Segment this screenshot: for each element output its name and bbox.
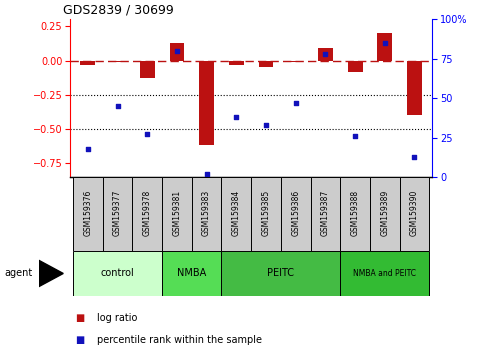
Bar: [222, 251, 340, 296]
Bar: [140, 61, 155, 78]
Text: GSM159376: GSM159376: [84, 189, 92, 236]
Text: GSM159388: GSM159388: [351, 190, 359, 236]
Point: [84, 146, 92, 152]
Text: control: control: [100, 268, 134, 279]
Text: log ratio: log ratio: [97, 313, 137, 323]
Text: percentile rank within the sample: percentile rank within the sample: [97, 335, 262, 344]
Bar: [110, 61, 125, 62]
Text: PEITC: PEITC: [268, 268, 294, 279]
Bar: [199, 61, 214, 145]
Bar: [399, 177, 429, 251]
Text: NMBA: NMBA: [177, 268, 206, 279]
Point: [351, 133, 359, 139]
Bar: [281, 177, 311, 251]
Bar: [370, 177, 399, 251]
Bar: [229, 61, 244, 65]
Point: [114, 103, 121, 109]
Text: GSM159378: GSM159378: [143, 189, 152, 236]
Point: [173, 48, 181, 54]
Bar: [258, 61, 273, 67]
Bar: [251, 177, 281, 251]
Point: [381, 40, 389, 46]
Text: GSM159389: GSM159389: [380, 189, 389, 236]
Bar: [222, 177, 251, 251]
Point: [143, 132, 151, 137]
Point: [203, 171, 211, 177]
Point: [411, 154, 418, 159]
Point: [262, 122, 270, 128]
Bar: [132, 177, 162, 251]
Bar: [311, 177, 340, 251]
Point: [322, 51, 329, 57]
Text: GSM159384: GSM159384: [232, 189, 241, 236]
Bar: [407, 61, 422, 115]
Bar: [73, 177, 103, 251]
Text: GSM159381: GSM159381: [172, 190, 182, 236]
Bar: [318, 48, 333, 61]
Bar: [162, 177, 192, 251]
Bar: [288, 61, 303, 62]
Bar: [162, 251, 222, 296]
Text: GDS2839 / 30699: GDS2839 / 30699: [63, 4, 173, 17]
Bar: [340, 251, 429, 296]
Text: GSM159385: GSM159385: [261, 189, 270, 236]
Bar: [103, 177, 132, 251]
Text: GSM159387: GSM159387: [321, 189, 330, 236]
Text: GSM159386: GSM159386: [291, 189, 300, 236]
Bar: [340, 177, 370, 251]
Bar: [73, 251, 162, 296]
Text: NMBA and PEITC: NMBA and PEITC: [353, 269, 416, 278]
Point: [232, 114, 240, 120]
Text: GSM159390: GSM159390: [410, 189, 419, 236]
Bar: [348, 61, 363, 72]
Bar: [81, 61, 95, 65]
Text: GSM159383: GSM159383: [202, 189, 211, 236]
Point: [292, 100, 299, 106]
Polygon shape: [39, 260, 63, 287]
Text: GSM159377: GSM159377: [113, 189, 122, 236]
Bar: [377, 33, 392, 61]
Bar: [170, 43, 185, 61]
Bar: [192, 177, 222, 251]
Text: agent: agent: [5, 268, 33, 279]
Text: ■: ■: [75, 313, 84, 323]
Text: ■: ■: [75, 335, 84, 344]
